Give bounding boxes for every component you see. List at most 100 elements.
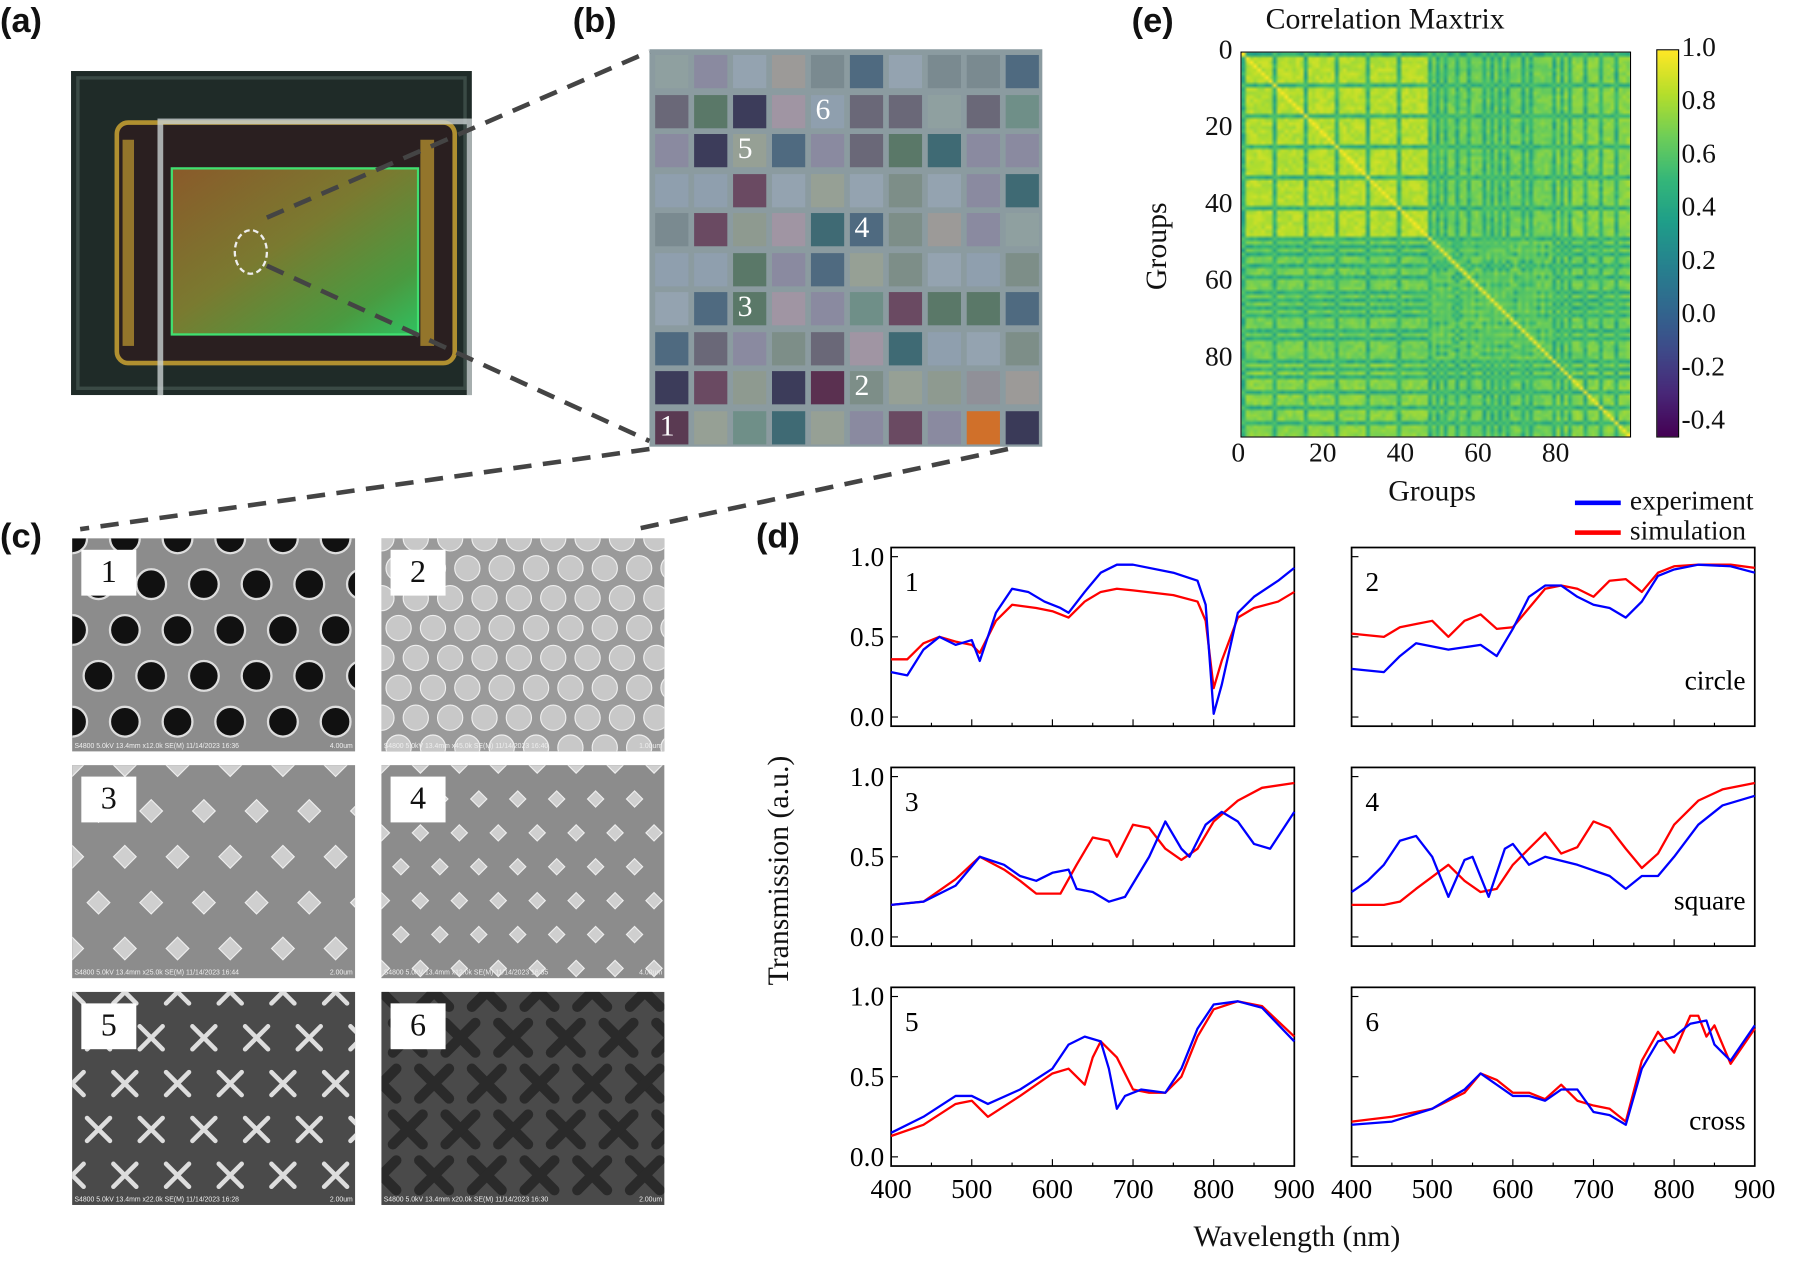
simulation-line (1351, 563, 1755, 638)
filter-tile (1005, 213, 1039, 247)
x-tick-label: 400 (871, 1174, 912, 1204)
panel-label-b: (b) (572, 2, 617, 41)
tile-number: 1 (659, 408, 675, 442)
legend: experiment simulation (1574, 487, 1754, 547)
tile-number: 4 (854, 210, 870, 244)
shape-annotation: square (1674, 885, 1746, 915)
filter-tile (810, 371, 845, 405)
filter-tile (694, 173, 728, 207)
filter-tile (733, 371, 767, 405)
tile-number: 2 (854, 368, 870, 403)
sem-caption: S4800 5.0kV 13.4mm x12.0k SE(M) 11/14/20… (384, 970, 662, 977)
colorbar-tick: 0.2 (1681, 246, 1716, 276)
experiment-line (1350, 794, 1756, 899)
sem-caption: S4800 5.0kV 13.4mm x25.0k SE(M) 11/14/20… (74, 970, 352, 977)
colorbar (1656, 49, 1680, 438)
sem-image-4: 4 S4800 5.0kV 13.4mm x12.0k SE(M) 11/14/2… (381, 765, 665, 979)
filter-tile (966, 173, 1000, 207)
subplot-6: 6 cross 400 500 600 700 800 900 (1331, 986, 1775, 1204)
sem-scale-bar-label: 2.00um (329, 1196, 353, 1204)
sem-caption-text: S4800 5.0kV 13.4mm x12.0k SE(M) 11/14/20… (383, 970, 549, 978)
filter-tile (927, 173, 961, 207)
filter-tile (694, 134, 728, 168)
filter-tile (849, 94, 884, 128)
filter-tile (927, 94, 961, 128)
filter-tile (655, 292, 689, 326)
filter-tile (655, 331, 689, 365)
legend-simulation: simulation (1629, 516, 1746, 547)
filter-tile (927, 292, 961, 326)
sem-image-number: 5 (81, 1003, 137, 1050)
subplot-5: 5 0.0 0.5 1.0 400 500 600 700 800 900 (850, 982, 1315, 1204)
sem-scale-bar-label: 2.00um (329, 970, 353, 978)
heatmap-ytick: 40 (1204, 188, 1233, 219)
sem-image-3: 3 S4800 5.0kV 13.4mm x25.0k SE(M) 11/14/2… (72, 765, 356, 979)
filter-tile (888, 173, 923, 207)
plot-frame (1350, 766, 1756, 947)
filter-tile (927, 410, 961, 444)
filter-tile (849, 134, 884, 168)
filter-tile (772, 410, 806, 444)
filter-tile (694, 252, 728, 286)
filter-tile (966, 94, 1000, 128)
filter-tile (655, 54, 689, 89)
filter-tile (966, 213, 1000, 247)
filter-tile (694, 54, 728, 89)
filter-tile (1005, 94, 1039, 128)
filter-tile (772, 252, 806, 286)
filter-tile (966, 410, 1000, 444)
sem-caption: S4800 5.0kV 13.4mm x22.0k SE(M) 11/14/20… (74, 1197, 352, 1204)
plot-frame (890, 986, 1296, 1167)
filter-tile (927, 134, 961, 168)
filter-tile (733, 54, 767, 89)
subplot-label: 6 (1365, 1007, 1379, 1037)
filter-tile (810, 213, 845, 247)
filter-tile (849, 173, 884, 207)
heatmap-ytick: 20 (1204, 112, 1233, 143)
filter-tile (888, 331, 923, 365)
filter-tile (772, 94, 806, 128)
plot-frame (1350, 546, 1756, 728)
filter-tile (927, 54, 961, 89)
transmission-ylabel: Transmission (a.u.) (761, 755, 795, 986)
subplot-2: 2 circle (1350, 546, 1756, 728)
filter-tile (772, 213, 806, 247)
x-tick-label: 900 (1274, 1174, 1315, 1204)
sem-image-2: 2 S4800 5.0kV 13.4mm x45.0k SE(M) 11/14/2… (381, 538, 665, 752)
shape-annotation: cross (1689, 1105, 1745, 1135)
filter-tile (733, 94, 767, 128)
filter-tile (849, 331, 884, 365)
y-tick-label: 0.5 (850, 622, 884, 652)
subplot-label: 1 (905, 567, 919, 597)
sem-image-1: 1 S4800 5.0kV 13.4mm x12.0k SE(M) 11/14/2… (72, 538, 356, 752)
filter-tile (1005, 292, 1039, 326)
experiment-line (1351, 563, 1756, 674)
heatmap-ytick: 80 (1204, 342, 1233, 373)
filter-tile (888, 54, 923, 89)
filter-tile (1005, 331, 1039, 365)
filter-tile (733, 410, 767, 444)
colorbar-tick: 0.6 (1681, 139, 1716, 170)
tile-number: 3 (737, 289, 753, 324)
legend-experiment-swatch (1574, 501, 1621, 506)
filter-tile (772, 134, 806, 168)
x-tick-label: 800 (1654, 1174, 1695, 1204)
plot-frame (1350, 986, 1756, 1167)
filter-tile (810, 134, 845, 168)
heatmap-xtick: 40 (1386, 438, 1415, 469)
heatmap-ytick: 0 (1218, 35, 1233, 66)
filter-tile (810, 54, 845, 89)
subplot-label: 5 (905, 1007, 919, 1037)
filter-tile (927, 252, 961, 286)
filter-tile (927, 331, 961, 365)
filter-tile (849, 292, 884, 326)
shape-annotation: circle (1685, 666, 1746, 696)
filter-tile (1005, 173, 1039, 207)
filter-tile (966, 371, 1000, 405)
heatmap-ytick: 60 (1204, 265, 1233, 296)
tile-number: 6 (815, 92, 831, 126)
subplot-3: 3 0.0 0.5 1.0 (850, 762, 1296, 952)
filter-tile: 6 (810, 92, 845, 128)
filter-tile (1005, 371, 1039, 405)
filter-tile (888, 371, 923, 405)
